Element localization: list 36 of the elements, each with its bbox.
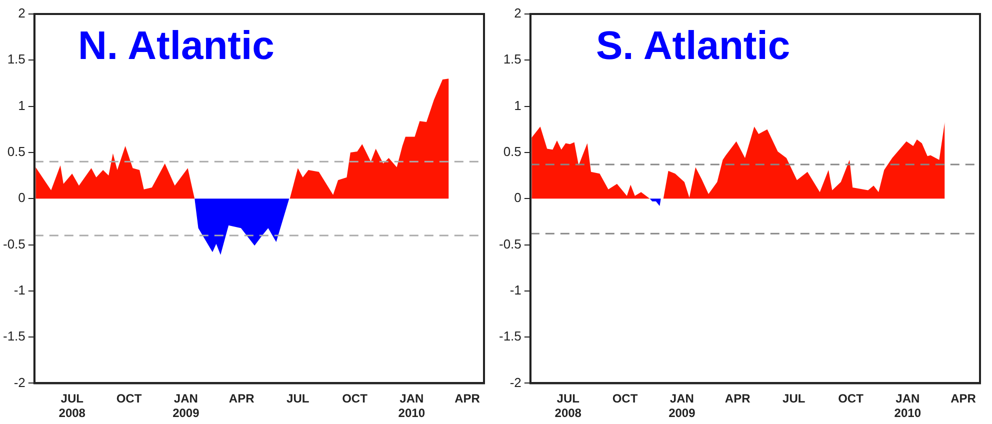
y-tick-label: 1 [18, 98, 26, 113]
x-tick-label: JUL 2008 [58, 392, 86, 420]
x-tick-label: APR [724, 392, 751, 406]
y-tick-label: 2 [18, 6, 26, 21]
y-tick-label: 0 [18, 190, 26, 206]
y-tick-label: 1 [514, 98, 522, 113]
y-tick-label: 2 [514, 6, 522, 21]
x-tick-label: OCT [838, 392, 864, 406]
y-tick-label: -1 [14, 282, 26, 298]
y-tick-label: 0 [514, 190, 522, 206]
y-tick-label: -1 [510, 282, 522, 298]
x-tick-label: APR [454, 392, 480, 406]
x-tick-label: APR [950, 392, 976, 406]
x-tick-label: OCT [612, 392, 638, 406]
x-tick-label: OCT [116, 392, 142, 406]
x-tick-label: JUL [286, 392, 310, 406]
y-tick-label: -0.5 [2, 236, 26, 252]
y-tick-label: -1.5 [498, 328, 522, 344]
x-tick-label: JAN 2010 [894, 392, 922, 420]
x-tick-label: JAN 2010 [398, 392, 426, 420]
y-tick-label: 1.5 [503, 52, 522, 67]
y-tick-label: -2 [510, 374, 522, 390]
x-tick-label: OCT [342, 392, 368, 406]
y-tick-label: -1.5 [2, 328, 26, 344]
x-tick-label: JAN 2009 [172, 392, 200, 420]
x-tick-label: JAN 2009 [668, 392, 696, 420]
y-tick-label: 1.5 [7, 52, 26, 67]
x-tick-label: APR [228, 392, 255, 406]
x-tick-label: JUL 2008 [554, 392, 582, 420]
y-tick-label: -2 [14, 374, 26, 390]
chart-title: N. Atlantic [78, 24, 274, 68]
chart-title: S. Atlantic [596, 24, 790, 68]
y-tick-label: -0.5 [498, 236, 522, 252]
x-tick-label: JUL [782, 392, 806, 406]
y-tick-label: 0.5 [7, 144, 26, 160]
y-tick-label: 0.5 [503, 144, 522, 160]
